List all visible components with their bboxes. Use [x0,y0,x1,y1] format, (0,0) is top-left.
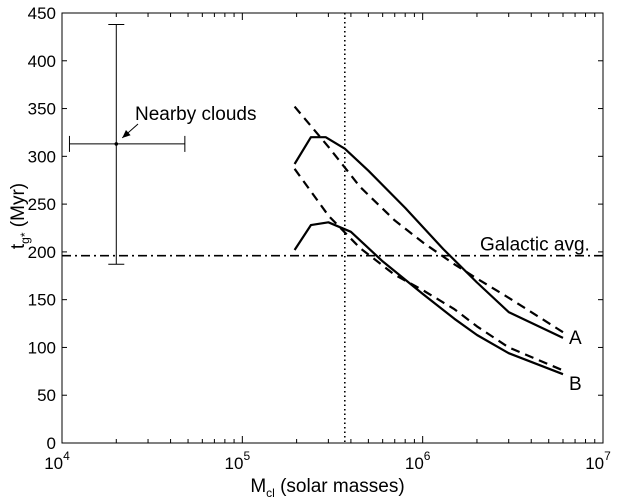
x-tick-label: 107 [585,449,611,473]
nearby-clouds-label: Nearby clouds [135,104,256,125]
x-tick-label: 106 [405,449,431,473]
plot-frame [61,12,604,444]
x-axis-label-main: M [250,476,266,497]
series-a-solid [293,136,564,339]
y-tick-label: 450 [28,4,56,23]
series-b-solid [293,221,564,376]
y-axis-label-units: (Myr) [8,183,29,233]
y-axis-label-main: t [8,243,29,249]
x-tick-label: 105 [225,449,251,473]
y-axis-label-subscript: g* [18,232,32,244]
y-axis-label: tg* (Myr) [8,183,32,249]
x-axis-label: Mcl (solar masses) [250,476,404,500]
galactic-avg-label: Galactic avg. [480,235,590,256]
y-tick-label: 100 [28,338,56,357]
y-tick-label: 400 [28,52,56,71]
y-tick-label: 350 [28,100,56,119]
y-tick-label: 150 [28,291,56,310]
x-axis-label-subscript: cl [266,486,275,500]
y-axis: 0 50 100 150 200 250 300 350 400 450 [28,4,603,453]
series-b-dashed [293,168,564,372]
x-tick-label: 104 [44,449,70,473]
y-tick-label: 50 [37,386,56,405]
series-a-dashed [293,105,564,334]
y-tick-label: 250 [28,195,56,214]
series-label-b: B [569,374,582,395]
x-axis-label-units: (solar masses) [275,476,405,497]
reference-lines [62,13,603,443]
y-tick-label: 200 [28,243,56,262]
y-tick-label: 300 [28,147,56,166]
series-group [293,105,564,376]
nearby-clouds-arrowhead [122,129,131,138]
series-label-a: A [569,328,582,349]
y-tick-label: 0 [47,434,56,453]
errorbar-center-point [114,142,119,146]
x-axis: 104 105 106 107 [44,13,611,473]
nearby-clouds-errorbar [68,23,186,265]
